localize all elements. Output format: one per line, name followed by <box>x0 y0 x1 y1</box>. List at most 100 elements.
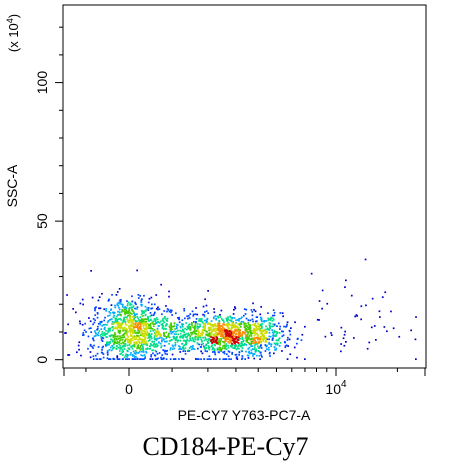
event-dot <box>161 354 164 356</box>
event-dot <box>150 355 152 358</box>
event-dot <box>67 354 69 356</box>
event-dot <box>286 323 288 326</box>
event-dot <box>187 349 190 352</box>
event-dot <box>224 358 226 360</box>
event-dot <box>193 332 196 334</box>
event-dot <box>157 330 159 333</box>
event-dot <box>131 339 134 342</box>
event-dot <box>213 316 215 319</box>
event-dot <box>181 334 184 337</box>
event-dot <box>189 337 191 340</box>
event-dot <box>205 304 208 307</box>
event-dot <box>178 358 180 360</box>
event-dot <box>113 311 115 314</box>
event-dot <box>156 318 159 321</box>
event-dot <box>155 350 158 353</box>
event-dot <box>243 323 246 326</box>
event-dot <box>144 318 147 320</box>
event-dot <box>135 332 137 334</box>
event-dot <box>106 324 108 326</box>
event-dot <box>165 350 168 353</box>
event-dot <box>141 319 144 322</box>
event-dot <box>236 358 239 360</box>
event-dot <box>174 337 176 339</box>
event-dot <box>112 312 115 315</box>
event-dot <box>198 320 200 322</box>
event-dot <box>244 332 246 334</box>
event-dot <box>145 318 148 321</box>
event-dot <box>187 332 189 335</box>
event-dot <box>170 325 173 328</box>
event-dot <box>101 346 104 349</box>
event-dot <box>76 351 78 354</box>
event-dot <box>132 328 134 331</box>
event-dot <box>203 314 206 316</box>
event-dot <box>229 333 232 336</box>
event-dot <box>237 334 240 336</box>
event-dot <box>129 318 132 321</box>
event-dot <box>207 333 210 336</box>
event-dot <box>230 337 232 340</box>
event-dot <box>228 323 231 326</box>
event-dot <box>87 347 89 350</box>
event-dot <box>154 354 157 357</box>
event-dot <box>147 301 150 304</box>
event-dot <box>240 342 242 345</box>
event-dot <box>131 318 134 321</box>
event-dot <box>265 341 268 343</box>
event-dot <box>125 327 127 330</box>
event-dot <box>127 331 129 333</box>
event-dot <box>158 308 161 310</box>
event-dot <box>237 342 240 344</box>
event-dot <box>206 333 209 336</box>
event-dot <box>216 347 219 350</box>
event-dot <box>256 328 259 330</box>
event-dot <box>184 327 186 330</box>
event-dot <box>94 314 97 316</box>
event-dot <box>147 316 149 319</box>
event-dot <box>132 337 134 339</box>
event-dot <box>126 356 129 358</box>
event-dot <box>235 348 238 351</box>
event-dot <box>252 329 254 332</box>
event-dot <box>202 322 205 325</box>
event-dot <box>117 314 119 316</box>
event-dot <box>205 347 208 349</box>
event-dot <box>364 258 367 261</box>
event-dot <box>222 358 225 360</box>
event-dot <box>120 319 123 321</box>
event-dot <box>122 328 125 331</box>
event-dot <box>155 322 158 324</box>
event-dot <box>258 350 261 353</box>
event-dot <box>184 352 187 355</box>
event-dot <box>102 337 105 340</box>
event-dot <box>133 325 135 328</box>
event-dot <box>94 319 96 322</box>
event-dot <box>220 338 222 341</box>
event-dot <box>166 308 169 310</box>
event-dot <box>104 334 106 337</box>
event-dot <box>149 358 152 360</box>
event-dot <box>165 358 168 360</box>
event-dot <box>106 352 109 354</box>
event-dot <box>186 336 188 339</box>
event-dot <box>321 307 323 310</box>
event-dot <box>264 329 266 332</box>
event-dot <box>210 324 213 327</box>
event-dot <box>95 358 98 360</box>
event-dot <box>152 320 155 323</box>
event-dot <box>140 319 143 322</box>
event-dot <box>149 342 152 345</box>
event-dot <box>118 358 121 360</box>
event-dot <box>211 330 214 333</box>
event-dot <box>92 338 94 340</box>
event-dot <box>230 332 233 335</box>
event-dot <box>223 331 225 333</box>
event-dot <box>381 296 384 298</box>
event-dot <box>138 335 140 337</box>
event-dot <box>182 339 185 342</box>
event-dot <box>253 330 256 333</box>
event-dot <box>143 340 146 343</box>
event-dot <box>241 357 244 359</box>
